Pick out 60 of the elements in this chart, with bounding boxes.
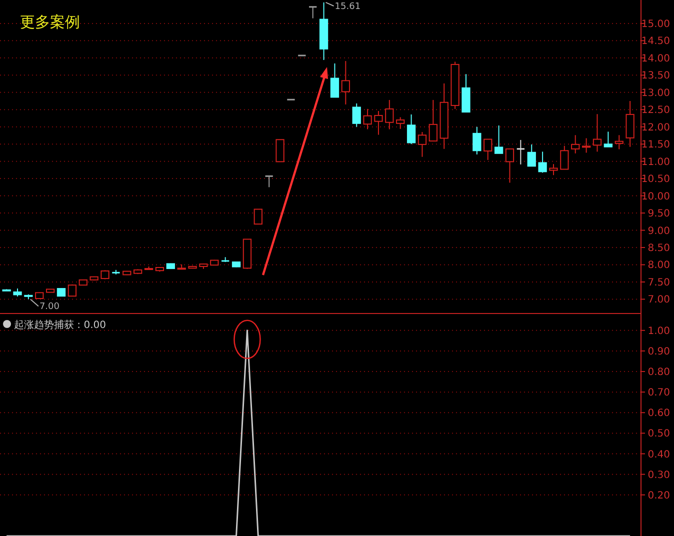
candlestick (494, 124, 504, 154)
y-tick-label: 11.00 (641, 156, 670, 168)
candlestick (374, 110, 383, 136)
y-tick-label: 0.80 (648, 367, 670, 378)
y-tick-label: 14.50 (641, 36, 670, 48)
candlestick (505, 148, 514, 184)
candlestick (549, 164, 558, 176)
y-tick-label: 12.00 (641, 122, 670, 134)
candlestick (484, 138, 492, 160)
candlestick (363, 108, 372, 130)
candlestick (396, 116, 405, 130)
candlestick (330, 62, 340, 98)
y-tick-label: 8.00 (648, 260, 670, 272)
candlestick (614, 134, 624, 150)
candlestick (68, 284, 77, 297)
candlestick (276, 139, 284, 162)
y-tick-label: 10.00 (641, 191, 670, 202)
candlestick (472, 126, 482, 155)
legend-label: 起涨趋势捕获 : 0.00 (14, 319, 106, 331)
y-tick-label: 1.00 (648, 326, 670, 337)
annotation: 7.00 (39, 302, 60, 312)
candlestick (341, 60, 350, 105)
candlestick (527, 144, 536, 167)
y-tick-label: 0.70 (648, 388, 670, 399)
annotation: 15.61 (334, 2, 361, 12)
candlestick (516, 139, 526, 165)
y-tick-label: 0.60 (648, 408, 670, 420)
candlestick (428, 99, 438, 142)
candlestick (582, 138, 591, 154)
candlestick (571, 134, 580, 154)
candlestick (538, 151, 547, 174)
y-tick-label: 7.00 (648, 294, 670, 306)
y-tick-label: 8.50 (648, 243, 670, 254)
candlestick (560, 145, 569, 170)
y-tick-label: 12.50 (641, 105, 670, 116)
annotation: 更多案例 (20, 13, 80, 31)
y-tick-label: 0.20 (648, 490, 670, 502)
candlestick (418, 132, 427, 158)
candlestick (604, 131, 613, 148)
y-tick-label: 14.00 (641, 53, 670, 64)
candlestick (385, 99, 394, 130)
y-tick-label: 11.50 (641, 140, 670, 151)
candlestick (626, 100, 634, 148)
y-tick-label: 0.50 (648, 428, 670, 440)
y-tick-label: 0.30 (648, 470, 670, 481)
y-tick-label: 0.40 (648, 449, 670, 460)
y-tick-label: 13.50 (641, 70, 670, 82)
candlestick (254, 208, 262, 225)
y-tick-label: 9.00 (648, 226, 670, 237)
candlestick (592, 114, 602, 152)
candlestick (352, 102, 361, 128)
y-tick-label: 10.50 (641, 174, 670, 186)
candlestick (406, 114, 416, 145)
y-tick-label: 13.00 (641, 88, 670, 99)
y-tick-label: 7.50 (648, 277, 670, 288)
candlestick (264, 175, 274, 188)
y-tick-label: 9.50 (648, 208, 670, 220)
y-tick-label: 15.00 (641, 18, 670, 30)
y-tick-label: 0.90 (648, 346, 670, 358)
candlestick (308, 6, 318, 19)
